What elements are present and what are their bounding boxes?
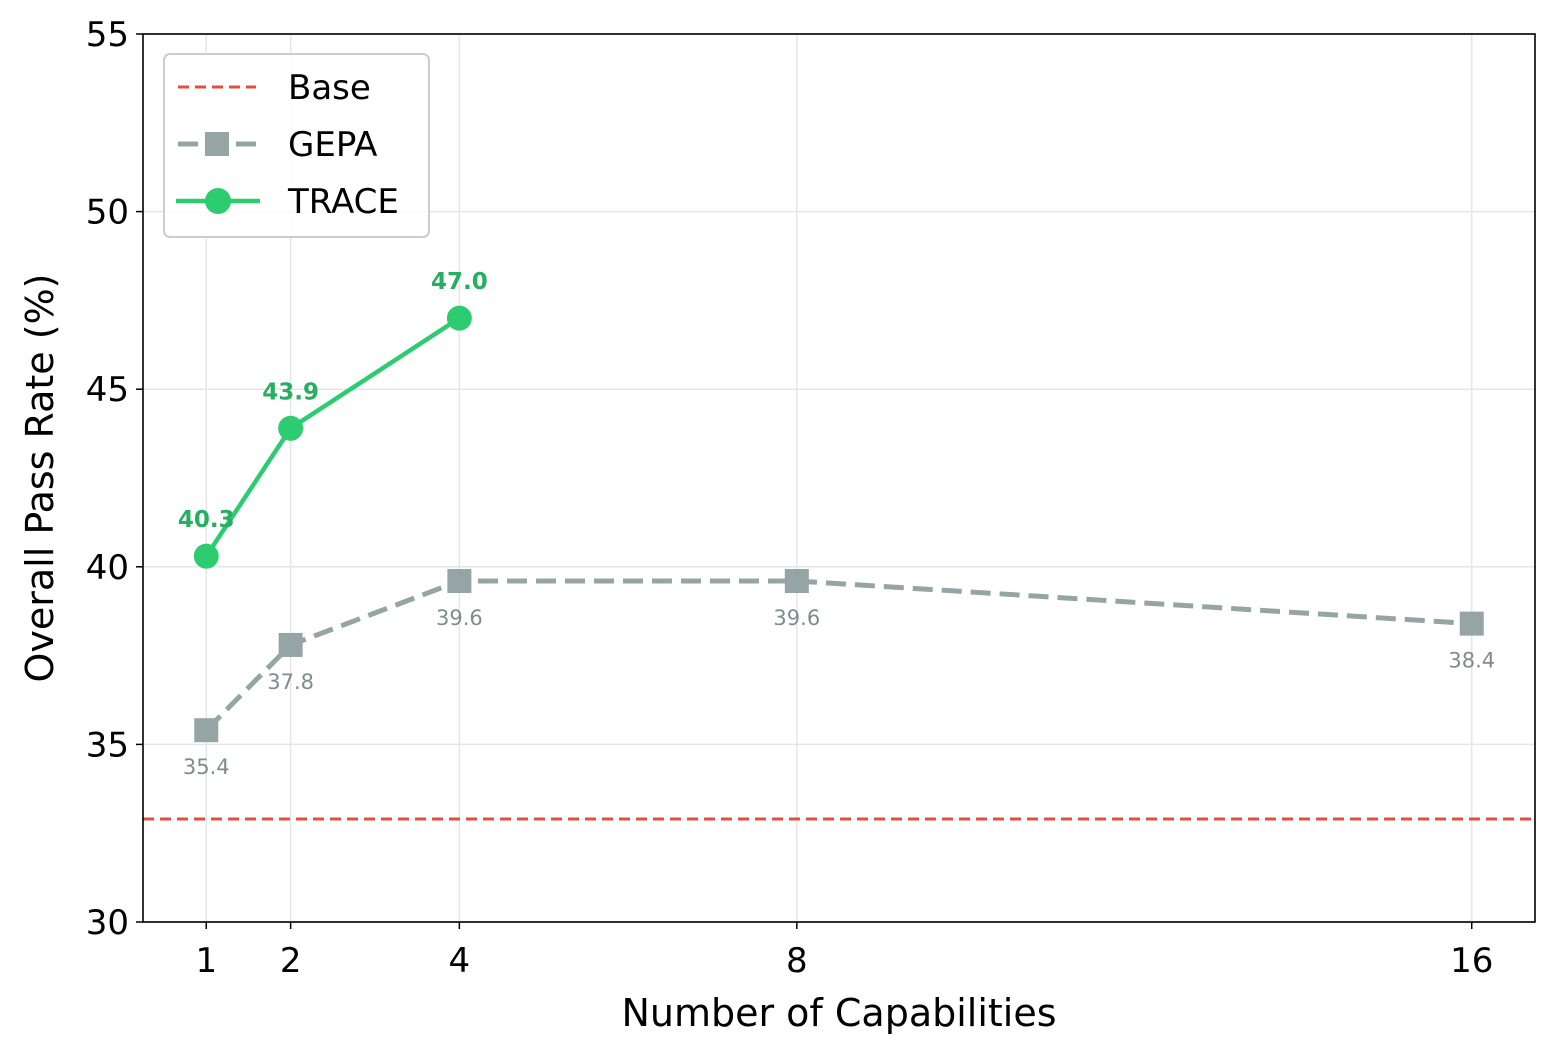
gepa-data-label: 39.6: [773, 606, 820, 630]
y-tick-label: 50: [86, 193, 129, 233]
trace-line: [204, 316, 461, 558]
trace-data-label: 43.9: [262, 379, 319, 405]
y-axis-label: Overall Pass Rate (%): [18, 273, 62, 682]
y-tick-label: 45: [86, 370, 129, 410]
trace-point: [446, 305, 472, 331]
x-tick-label: 4: [449, 941, 471, 981]
legend: Base GEPA TRACE: [163, 53, 430, 238]
trace-legend-marker: [205, 188, 231, 214]
x-tick-label: 16: [1450, 941, 1493, 981]
x-tick-label: 8: [786, 941, 808, 981]
y-tick-label: 35: [86, 725, 129, 765]
series-layer: 35.4 37.8 39.6 39.6 38.4 40.3 43.9 47.0: [143, 269, 1535, 821]
trace-point: [193, 543, 219, 569]
gepa-point: [278, 632, 303, 657]
x-tick-label: 1: [195, 941, 217, 981]
trace-data-label: 47.0: [431, 269, 488, 295]
y-tick-label: 40: [86, 548, 129, 588]
trace-point: [278, 415, 304, 441]
plot-frame: [142, 33, 1536, 923]
trace-legend-label: TRACE: [287, 182, 399, 222]
gepa-point: [194, 718, 219, 743]
gepa-legend-label: GEPA: [288, 125, 377, 165]
ticks: 1 2 4 8 16 30 35 40 45 50 55: [86, 15, 1494, 981]
gepa-legend-marker: [205, 132, 229, 156]
base-legend-label: Base: [288, 68, 371, 108]
gepa-point: [447, 569, 472, 594]
legend-frame: [163, 53, 430, 238]
x-tick-label: 2: [280, 941, 302, 981]
trace-data-label: 40.3: [178, 507, 235, 533]
y-tick-label: 30: [86, 903, 129, 943]
gepa-data-label: 39.6: [436, 606, 483, 630]
y-tick-label: 55: [86, 15, 129, 55]
gepa-data-label: 38.4: [1448, 649, 1495, 673]
gepa-point: [784, 569, 809, 594]
gepa-point: [1459, 611, 1484, 636]
gepa-line: [204, 578, 1472, 732]
gepa-data-label: 37.8: [267, 670, 314, 694]
x-axis-label: Number of Capabilities: [621, 991, 1056, 1035]
gepa-data-label: 35.4: [183, 755, 230, 779]
